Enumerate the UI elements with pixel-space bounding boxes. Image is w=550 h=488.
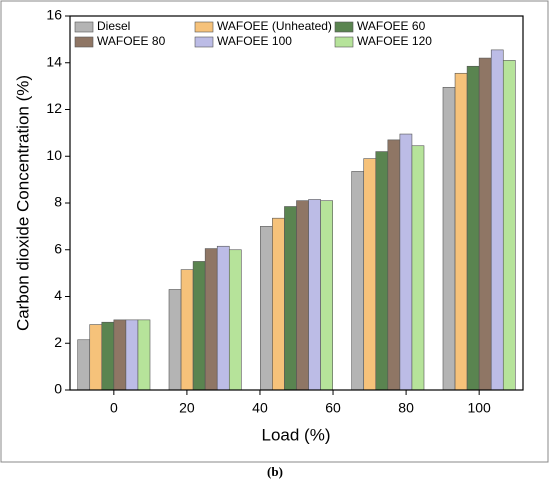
legend-label: WAFOEE 60 xyxy=(357,19,426,33)
x-axis-label: Load (%) xyxy=(262,425,331,444)
bar xyxy=(308,199,321,391)
bar xyxy=(180,269,194,391)
bar xyxy=(502,60,516,391)
bar xyxy=(375,151,389,391)
y-tick-label: 8 xyxy=(54,194,62,210)
legend-swatch xyxy=(334,36,354,48)
legend-swatch xyxy=(74,21,94,33)
y-tick-label: 12 xyxy=(46,100,62,116)
bar xyxy=(411,145,425,391)
y-tick-label: 0 xyxy=(54,381,62,397)
bar xyxy=(137,319,151,391)
bar xyxy=(363,158,377,391)
legend-label: WAFOEE (Unheated) xyxy=(217,19,332,33)
bar xyxy=(260,226,273,391)
bar xyxy=(466,65,480,391)
x-tick-label: 100 xyxy=(467,400,491,416)
legend-label: Diesel xyxy=(97,19,130,33)
legend-label: WAFOEE 100 xyxy=(217,34,292,48)
x-tick-label: 60 xyxy=(325,400,341,416)
bar xyxy=(204,248,218,391)
bar xyxy=(490,49,504,391)
legend-label: WAFOEE 80 xyxy=(97,34,166,48)
bar xyxy=(77,339,91,391)
bar xyxy=(284,206,297,391)
y-tick-label: 2 xyxy=(54,334,62,350)
bar xyxy=(216,245,230,391)
figure-border xyxy=(0,0,549,463)
bar xyxy=(320,200,333,391)
bar xyxy=(351,171,365,391)
bar xyxy=(228,249,242,391)
bar xyxy=(442,86,456,391)
legend-label: WAFOEE 120 xyxy=(357,34,432,48)
bar xyxy=(192,261,206,391)
bar xyxy=(454,72,468,391)
bar xyxy=(478,57,492,391)
x-tick-label: 20 xyxy=(179,400,195,416)
x-tick-label: 40 xyxy=(252,400,268,416)
bar xyxy=(89,324,103,391)
bar xyxy=(101,321,115,391)
y-tick-label: 16 xyxy=(46,7,62,23)
caption: (b) xyxy=(267,464,283,479)
legend-swatch xyxy=(334,21,354,33)
bar xyxy=(399,133,413,391)
bar xyxy=(272,217,285,391)
x-tick-label: 80 xyxy=(398,400,414,416)
y-tick-label: 14 xyxy=(46,53,62,69)
y-tick-label: 4 xyxy=(54,287,62,303)
bar xyxy=(387,139,401,391)
y-tick-label: 10 xyxy=(46,147,62,163)
y-axis-label: Carbon dioxide Concentration (%) xyxy=(13,75,32,331)
bar xyxy=(113,319,127,391)
bar xyxy=(296,200,309,391)
bar xyxy=(168,289,182,391)
legend-swatch xyxy=(74,36,94,48)
legend-swatch xyxy=(194,36,214,48)
bar xyxy=(125,319,139,391)
legend-swatch xyxy=(194,21,214,33)
x-tick-label: 0 xyxy=(110,400,118,416)
y-tick-label: 6 xyxy=(54,240,62,256)
